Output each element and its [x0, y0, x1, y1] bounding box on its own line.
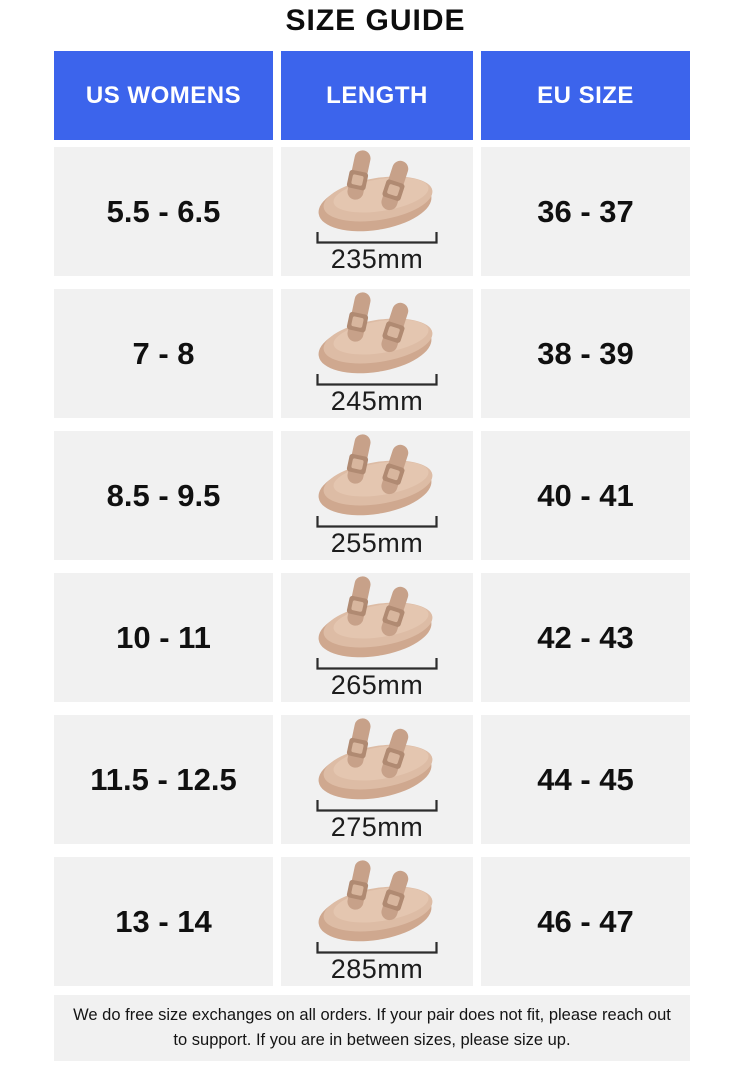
length-value: 235mm — [330, 244, 424, 274]
length-value: 275mm — [330, 812, 424, 842]
table-row-5-eu-cell: 44 - 45 — [481, 715, 690, 844]
us-size-value: 7 - 8 — [132, 335, 195, 371]
header-us-womens: US WOMENS — [54, 51, 273, 140]
table-row-6-us-cell: 13 - 14 — [54, 857, 273, 986]
eu-size-value: 44 - 45 — [537, 761, 634, 797]
table-row-2-us-cell: 7 - 8 — [54, 289, 273, 418]
table-row-4-us-cell: 10 - 11 — [54, 573, 273, 702]
sandal-illustration — [314, 575, 436, 659]
length-value: 265mm — [330, 670, 424, 700]
table-row-1-eu-cell: 36 - 37 — [481, 147, 690, 276]
eu-size-value: 42 - 43 — [537, 619, 634, 655]
length-value: 285mm — [330, 954, 424, 984]
exchange-policy-note: We do free size exchanges on all orders.… — [54, 995, 690, 1061]
table-row-2-length-cell: 245mm — [281, 289, 473, 418]
us-size-value: 10 - 11 — [116, 619, 211, 655]
us-size-value: 8.5 - 9.5 — [106, 477, 221, 513]
table-row-4-eu-cell: 42 - 43 — [481, 573, 690, 702]
measurement-bracket-icon — [316, 515, 438, 528]
table-row-4-length-cell: 265mm — [281, 573, 473, 702]
us-size-value: 13 - 14 — [115, 903, 212, 939]
measurement-bracket-icon — [316, 941, 438, 954]
measurement-bracket-icon — [316, 799, 438, 812]
table-row-6-eu-cell: 46 - 47 — [481, 857, 690, 986]
length-value: 255mm — [330, 528, 424, 558]
measurement-bracket-icon — [316, 231, 438, 244]
sandal-illustration — [314, 149, 436, 233]
table-row-3-length-cell: 255mm — [281, 431, 473, 560]
eu-size-value: 36 - 37 — [537, 193, 634, 229]
sandal-illustration — [314, 859, 436, 943]
table-row-2-eu-cell: 38 - 39 — [481, 289, 690, 418]
length-value: 245mm — [330, 386, 424, 416]
header-length: LENGTH — [281, 51, 473, 140]
table-row-3-us-cell: 8.5 - 9.5 — [54, 431, 273, 560]
table-row-6-length-cell: 285mm — [281, 857, 473, 986]
table-header-row: US WOMENS LENGTH EU SIZE — [54, 51, 690, 140]
sandal-illustration — [314, 433, 436, 517]
eu-size-value: 40 - 41 — [537, 477, 634, 513]
us-size-value: 11.5 - 12.5 — [90, 761, 237, 797]
eu-size-value: 38 - 39 — [537, 335, 634, 371]
table-row-1-us-cell: 5.5 - 6.5 — [54, 147, 273, 276]
table-row-5-length-cell: 275mm — [281, 715, 473, 844]
measurement-bracket-icon — [316, 657, 438, 670]
page-title: SIZE GUIDE — [285, 4, 466, 37]
measurement-bracket-icon — [316, 373, 438, 386]
table-row-3-eu-cell: 40 - 41 — [481, 431, 690, 560]
eu-size-value: 46 - 47 — [537, 903, 634, 939]
table-body: 5.5 - 6.5 235mm 36 - 37 7 - 8 245mm 38 -… — [54, 147, 690, 986]
table-row-1-length-cell: 235mm — [281, 147, 473, 276]
header-eu-size: EU SIZE — [481, 51, 690, 140]
us-size-value: 5.5 - 6.5 — [106, 193, 221, 229]
table-row-5-us-cell: 11.5 - 12.5 — [54, 715, 273, 844]
sandal-illustration — [314, 717, 436, 801]
sandal-illustration — [314, 291, 436, 375]
